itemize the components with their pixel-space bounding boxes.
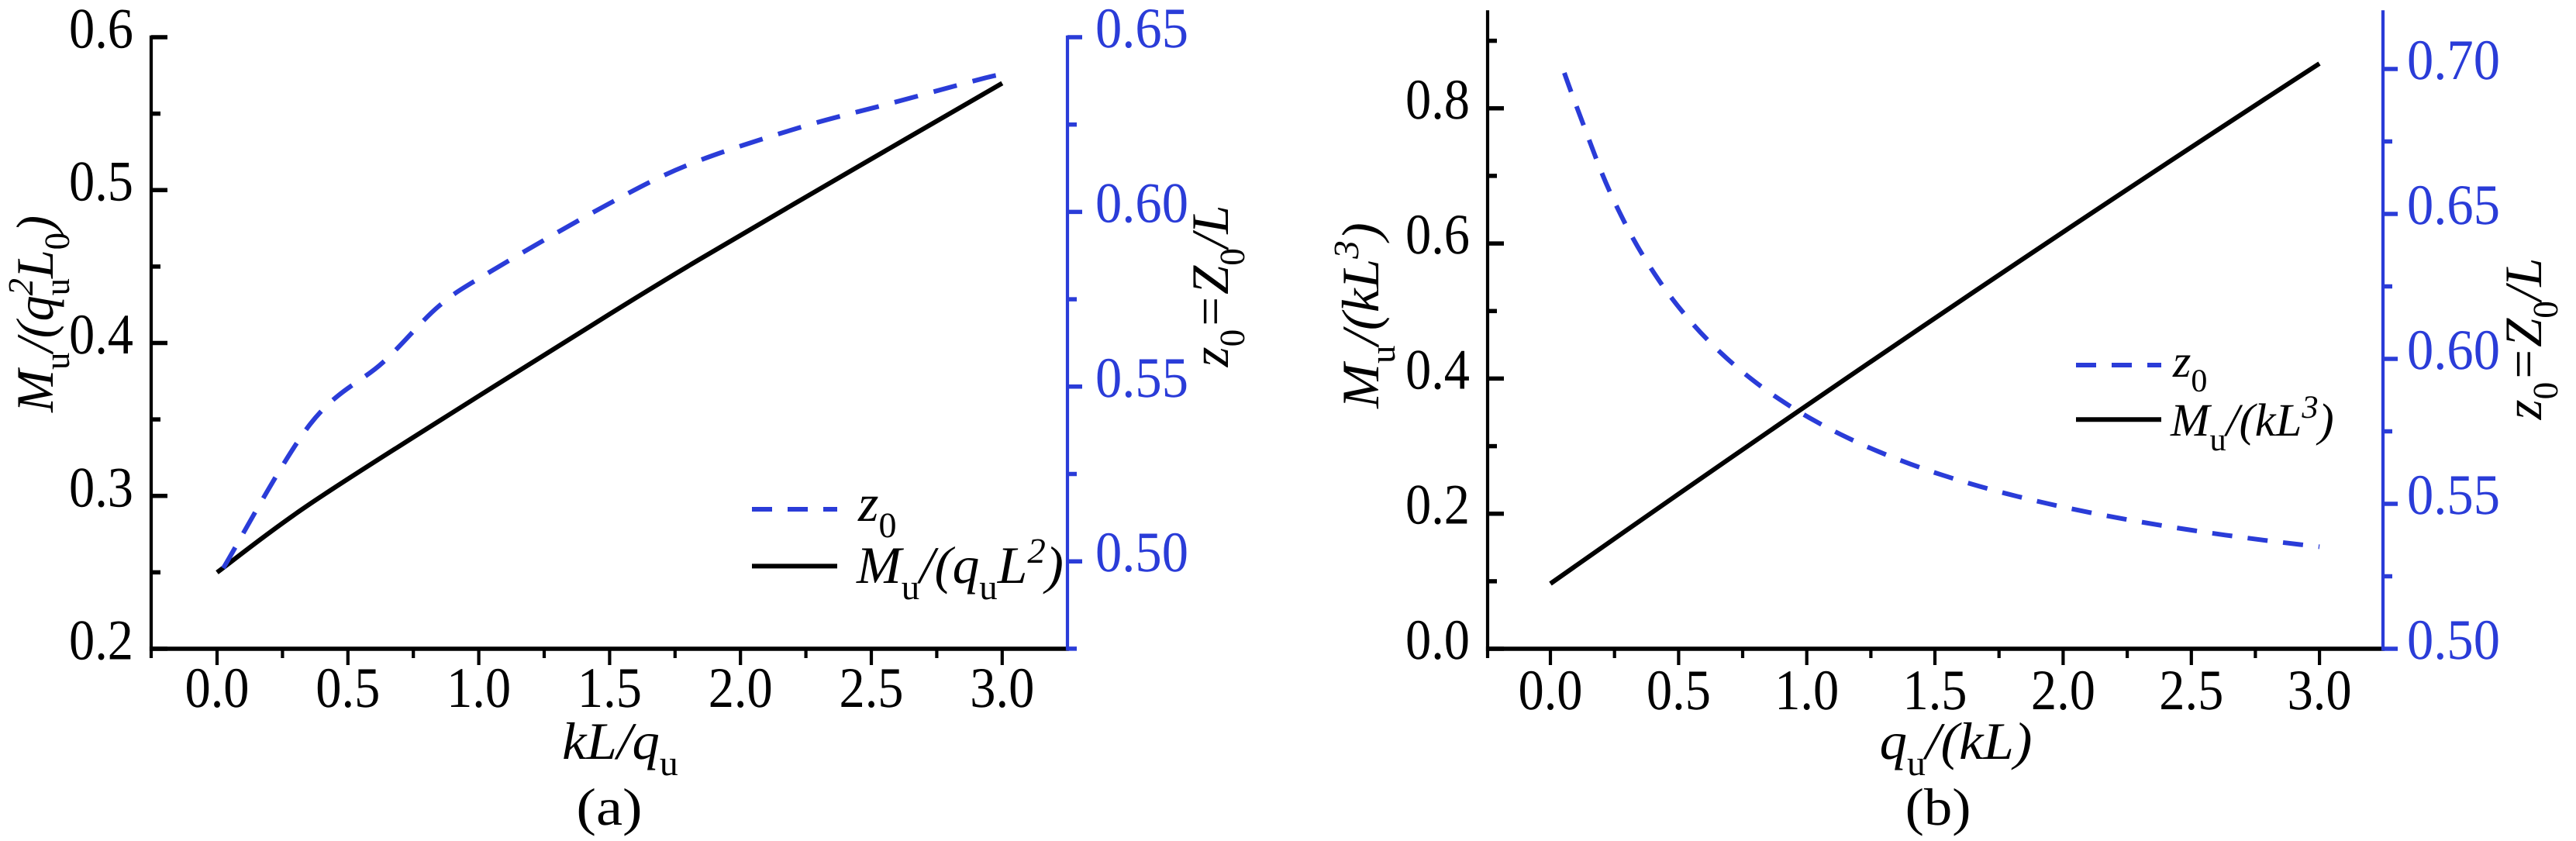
- svg-text:0.50: 0.50: [2407, 608, 2500, 672]
- svg-text:z0=Z0/L: z0=Z0/L: [2494, 258, 2565, 421]
- svg-text:z0=Z0/L: z0=Z0/L: [1181, 205, 1252, 368]
- svg-text:0.0: 0.0: [1405, 608, 1470, 672]
- svg-text:1.5: 1.5: [1903, 659, 1967, 722]
- svg-text:0.2: 0.2: [69, 609, 133, 673]
- svg-text:0.60: 0.60: [2407, 319, 2500, 382]
- svg-text:0.60: 0.60: [1095, 171, 1188, 235]
- svg-text:2.0: 2.0: [2031, 659, 2095, 722]
- svg-text:0.5: 0.5: [1647, 659, 1711, 722]
- svg-text:0.2: 0.2: [1405, 474, 1470, 537]
- svg-text:1.0: 1.0: [1774, 659, 1839, 722]
- svg-text:0.0: 0.0: [185, 657, 250, 720]
- svg-text:0.4: 0.4: [69, 303, 133, 367]
- svg-text:3.0: 3.0: [2288, 659, 2352, 722]
- svg-text:0.65: 0.65: [1095, 0, 1188, 60]
- svg-text:1.5: 1.5: [578, 657, 642, 720]
- svg-text:Mu/(kL3): Mu/(kL3): [2170, 390, 2334, 458]
- svg-text:0.3: 0.3: [69, 456, 133, 519]
- svg-text:0.0: 0.0: [1519, 659, 1583, 722]
- svg-text:1.0: 1.0: [447, 657, 511, 720]
- svg-text:(b): (b): [1905, 777, 1971, 836]
- svg-text:2.5: 2.5: [840, 657, 904, 720]
- svg-text:0.50: 0.50: [1095, 521, 1188, 584]
- svg-text:0.6: 0.6: [69, 0, 133, 61]
- svg-text:0.4: 0.4: [1405, 338, 1470, 402]
- svg-text:3.0: 3.0: [970, 657, 1034, 720]
- svg-text:0.6: 0.6: [1405, 203, 1470, 267]
- svg-text:0.65: 0.65: [2407, 174, 2500, 237]
- svg-text:2.5: 2.5: [2159, 659, 2223, 722]
- svg-text:0.8: 0.8: [1405, 68, 1470, 132]
- svg-text:0.55: 0.55: [1095, 346, 1188, 410]
- svg-text:0.5: 0.5: [316, 657, 380, 720]
- svg-text:0.5: 0.5: [69, 150, 133, 214]
- svg-text:0.70: 0.70: [2407, 29, 2500, 92]
- svg-text:(a): (a): [576, 777, 642, 836]
- svg-text:0.55: 0.55: [2407, 464, 2500, 527]
- svg-text:2.0: 2.0: [709, 657, 773, 720]
